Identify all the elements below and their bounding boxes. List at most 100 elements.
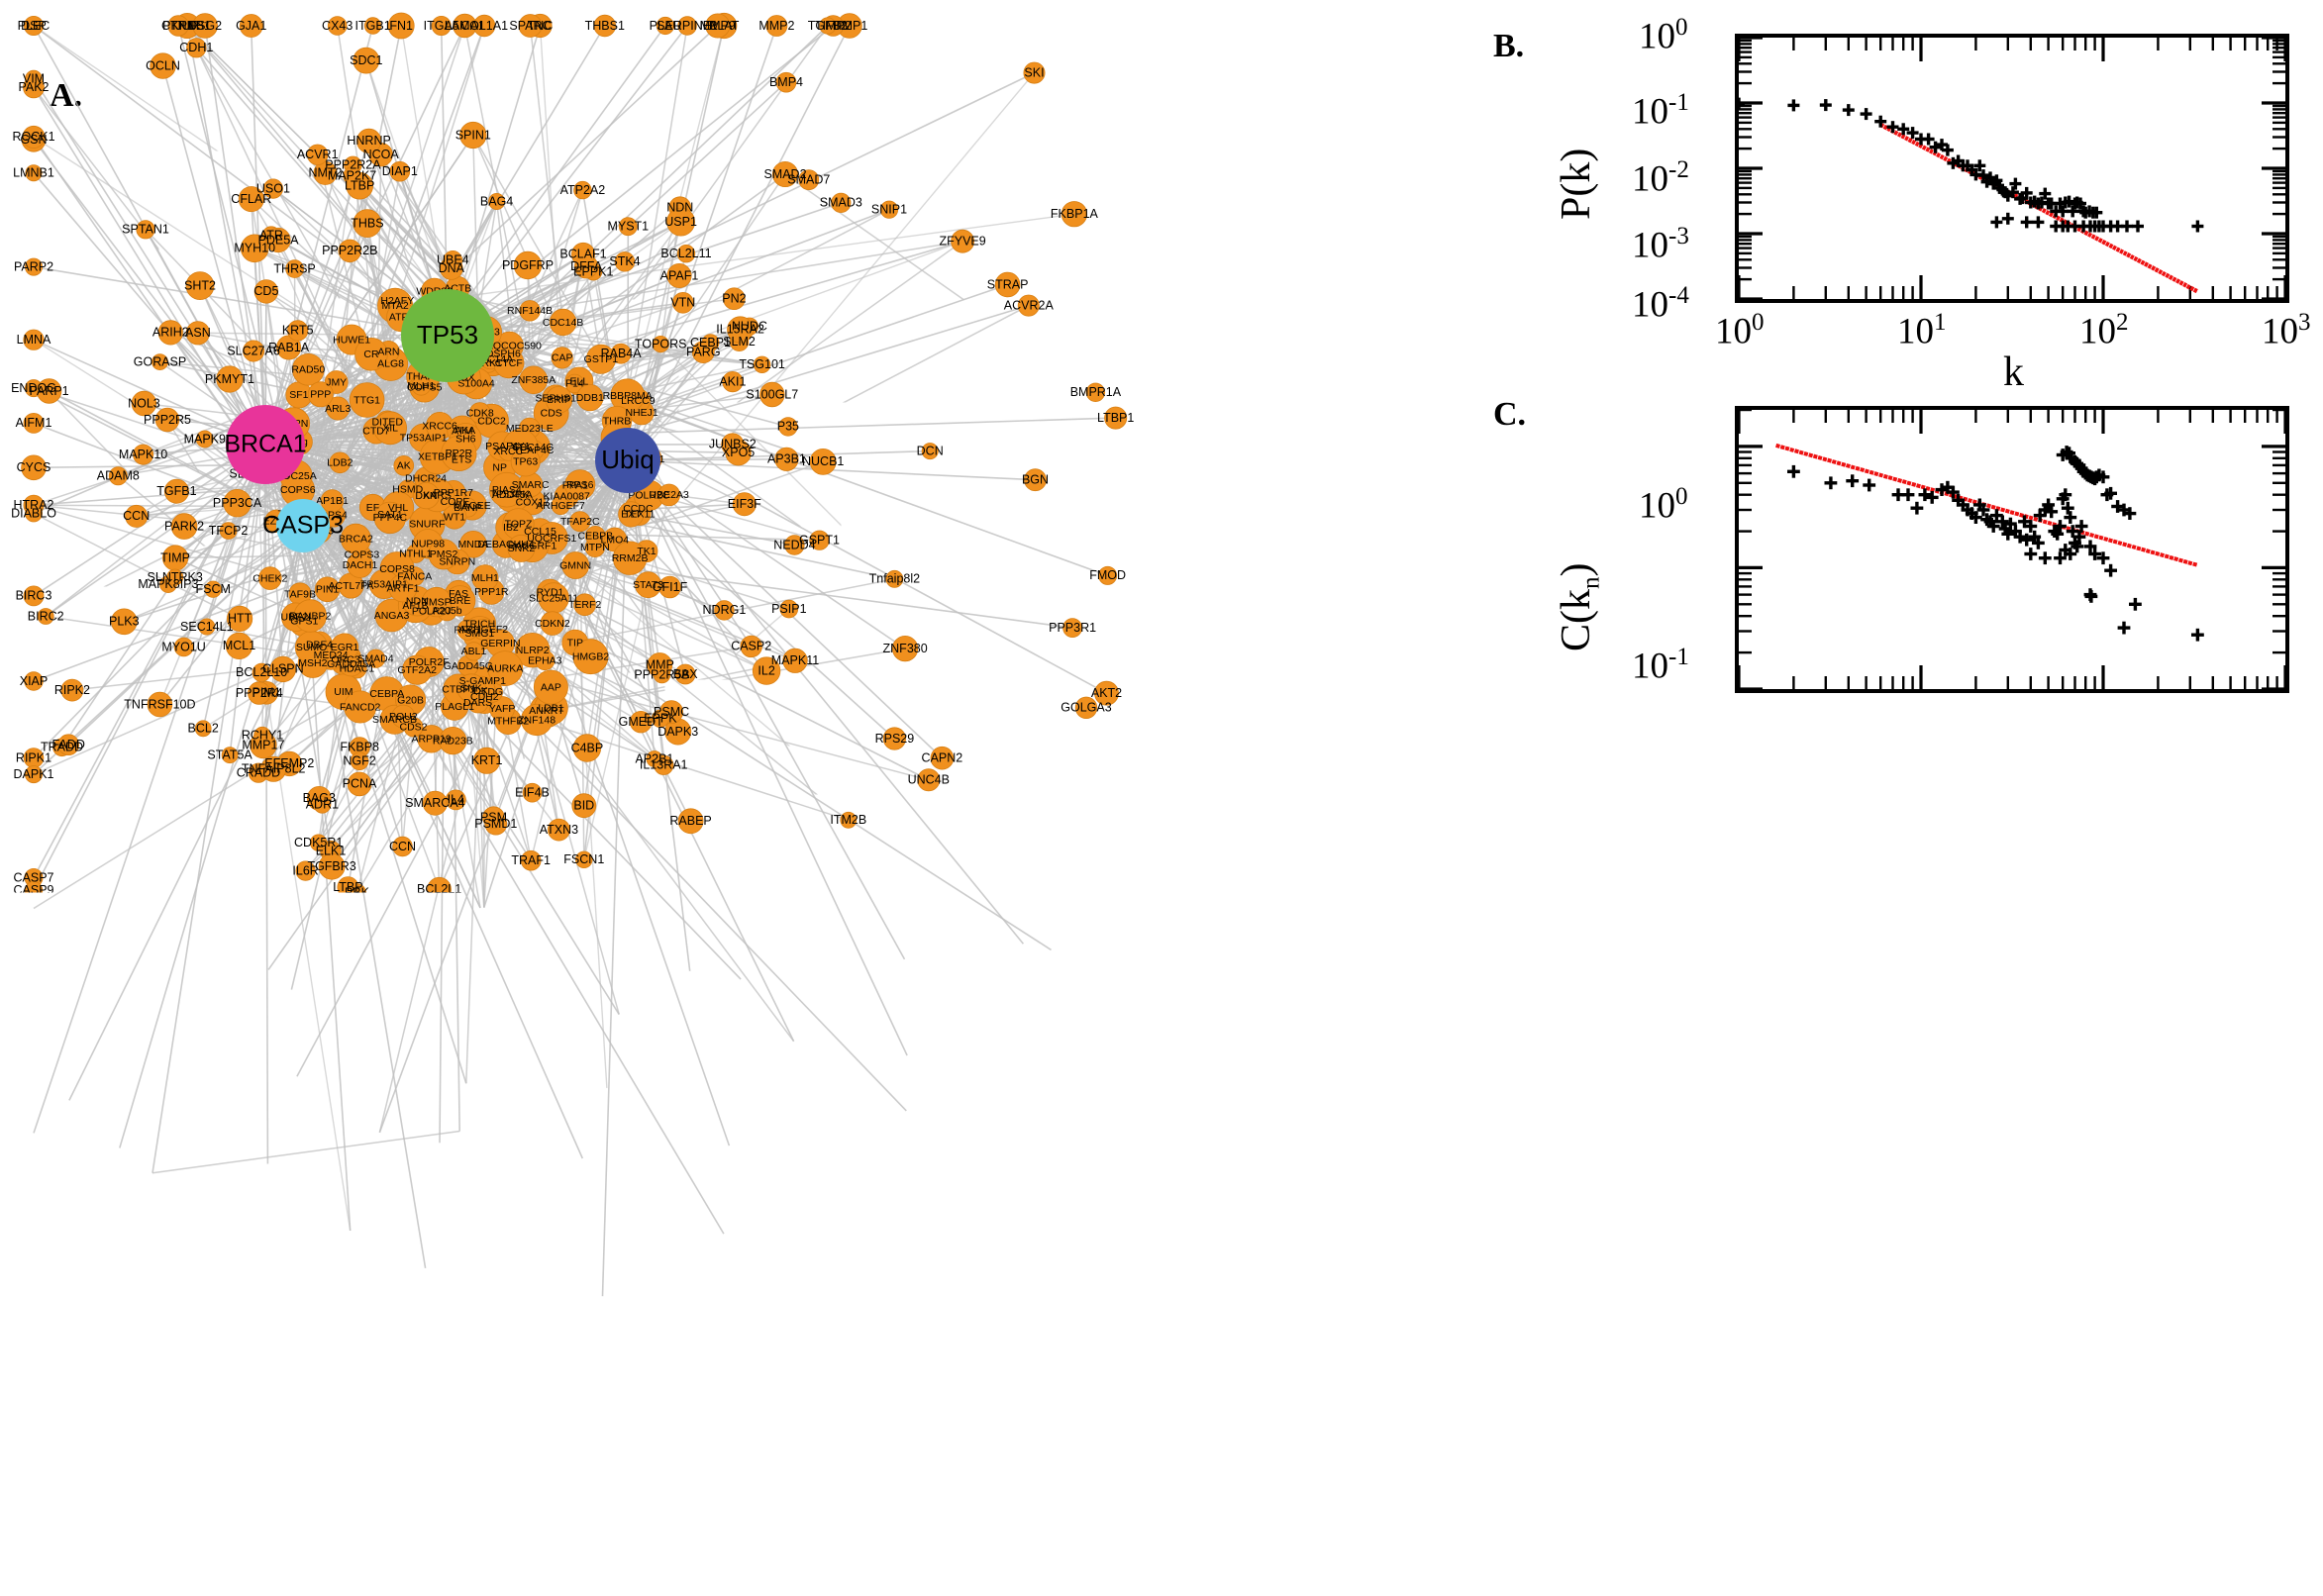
node-label: ZNF148 xyxy=(518,714,556,726)
panel-c-ytick-0: 100 xyxy=(1639,483,1688,527)
node-label: MMP9 xyxy=(700,19,736,33)
node-label: CDKN2 xyxy=(535,618,570,630)
node-label: TERF2 xyxy=(568,599,601,611)
node-label: TOMM20 xyxy=(593,1007,645,1021)
node-label: PIK3CA xyxy=(1001,937,1046,950)
node-label: ARHGEF7 xyxy=(536,500,585,512)
panel-b-xtick-3: 103 xyxy=(2262,309,2311,352)
node-label: PI3R1 xyxy=(895,937,930,950)
legend-item-label: TP53 xyxy=(1406,1167,1472,1203)
node-label: VTN xyxy=(670,296,695,310)
node-label: DAPK1 xyxy=(14,767,54,781)
node-label: ARTF1 xyxy=(386,582,419,594)
panel-d-xtick-1: 101 xyxy=(1897,1378,1947,1422)
node-label: PMS2 xyxy=(430,549,458,560)
node-label: GFI1F xyxy=(653,580,688,594)
hub-label-tp53: TP53 xyxy=(417,320,478,349)
node-label: PSM xyxy=(480,810,507,824)
node-label: XPO5 xyxy=(722,446,755,459)
node-label: AKI1 xyxy=(719,374,746,388)
panel-b-xtick-2: 102 xyxy=(2079,309,2129,352)
node-label: FMOD xyxy=(1089,568,1126,582)
panel-c-svg xyxy=(1739,410,2285,689)
node-label: TFCP2 xyxy=(209,524,249,538)
node-label: PPP2R4 xyxy=(236,686,283,700)
hub-label-ubiq: Ubiq xyxy=(601,445,654,474)
color-swatch xyxy=(1364,1237,1392,1264)
node-label: ROCK1 xyxy=(12,130,54,144)
node-label: BRCA2 xyxy=(339,534,373,546)
fit-line xyxy=(1776,446,2197,565)
node-label: HUWE1 xyxy=(333,334,370,346)
node-label: YAFP xyxy=(489,703,516,715)
node-label: IL4 xyxy=(448,793,464,807)
node-label: NDN xyxy=(666,201,693,215)
node-label: DFFA xyxy=(570,259,603,273)
node-label: EPPK xyxy=(644,712,677,726)
node-label: CX43 xyxy=(322,19,353,33)
node-label: TRAF1 xyxy=(511,853,551,867)
node-label: CCND1 xyxy=(270,982,313,996)
node-label: SH6 xyxy=(455,434,476,446)
panel-d-xtick-3: 103 xyxy=(2262,1378,2311,1422)
node-label: FAM173A xyxy=(242,962,297,976)
node-label: BCL2L11 xyxy=(660,247,711,260)
node-label: RRM2B xyxy=(612,552,649,564)
node-label: DCLP xyxy=(777,1034,810,1047)
node-label: CDK8 xyxy=(466,407,494,419)
node-label: TIP xyxy=(567,637,583,648)
network-graph[interactable]: CDC14BTHAP8KIAA0087CTD7TP53RKMAGEEDHCR24… xyxy=(0,0,1465,1596)
node-label: NOL3 xyxy=(128,396,160,410)
panel-d-ytick-top: 10-2 xyxy=(1632,945,1689,988)
node-label: BCL2 xyxy=(188,722,219,736)
node-label: CASP9 xyxy=(14,883,54,897)
node-label: MCL1 xyxy=(223,639,255,652)
node-label: PPP xyxy=(310,389,331,401)
node-label: RAD50 xyxy=(291,364,325,376)
node-label: SNK xyxy=(460,682,482,694)
node-label: COPS6 xyxy=(280,484,316,496)
node-label: SNIP1 xyxy=(871,202,907,216)
node-label: EFR xyxy=(677,964,702,978)
node-label: CYCS xyxy=(17,460,51,474)
panel-d-xaxis-title: kn xyxy=(1995,1424,2029,1476)
node-label: RNF144B xyxy=(507,305,553,317)
node-label: PARP2 xyxy=(14,259,53,273)
panel-c-plot-area[interactable] xyxy=(1735,406,2289,693)
node-label: GSPT1 xyxy=(799,533,840,547)
node-label: MLH1 xyxy=(407,380,435,392)
node-label: MAPK9 xyxy=(184,432,226,446)
node-label: ADD xyxy=(366,1126,392,1140)
node-label: UIM xyxy=(334,686,353,698)
hub-label-brca1: BRCA1 xyxy=(224,431,306,458)
node-label: UNC4B xyxy=(908,773,950,787)
node-label: OCLN xyxy=(146,58,180,72)
node-label: TMSP xyxy=(422,596,451,608)
node-label: RABEP xyxy=(669,814,711,828)
node-label: BMPR1A xyxy=(1070,385,1122,399)
panel-d-plot-area[interactable] xyxy=(1735,1004,2289,1372)
panel-b-plot-area[interactable] xyxy=(1735,34,2289,303)
node-label: SUMO xyxy=(296,642,328,653)
node-label: RAB4A xyxy=(601,347,643,360)
node-label: P14 xyxy=(565,378,584,390)
panel-d-yaxis-title: Cn(kn) xyxy=(1547,1246,1599,1347)
node-label: SNK2 xyxy=(508,543,536,554)
node-label: RIPK2 xyxy=(54,683,90,697)
node-label: FANCD2 xyxy=(340,701,381,713)
node-label: ZFYVE9 xyxy=(939,234,985,248)
node-label: SNURF xyxy=(409,518,445,530)
node-label: FADD xyxy=(52,738,85,751)
node-label: CDH1 xyxy=(179,41,213,54)
node-label: DARS xyxy=(463,697,492,709)
node-label: KRT1 xyxy=(471,753,503,767)
node-label: SDC1 xyxy=(350,53,382,67)
node-label: TSG101 xyxy=(739,357,785,371)
node-label: ATXN3 xyxy=(540,823,578,837)
node-label: MYST1 xyxy=(607,219,649,233)
panel-b-letter: B. xyxy=(1493,28,1524,65)
node-label: CFLAR xyxy=(231,192,271,206)
node-label: CR xyxy=(363,349,379,360)
node-label: TNFRSF10C xyxy=(0,1126,69,1140)
panel-c-letter: C. xyxy=(1493,396,1526,434)
